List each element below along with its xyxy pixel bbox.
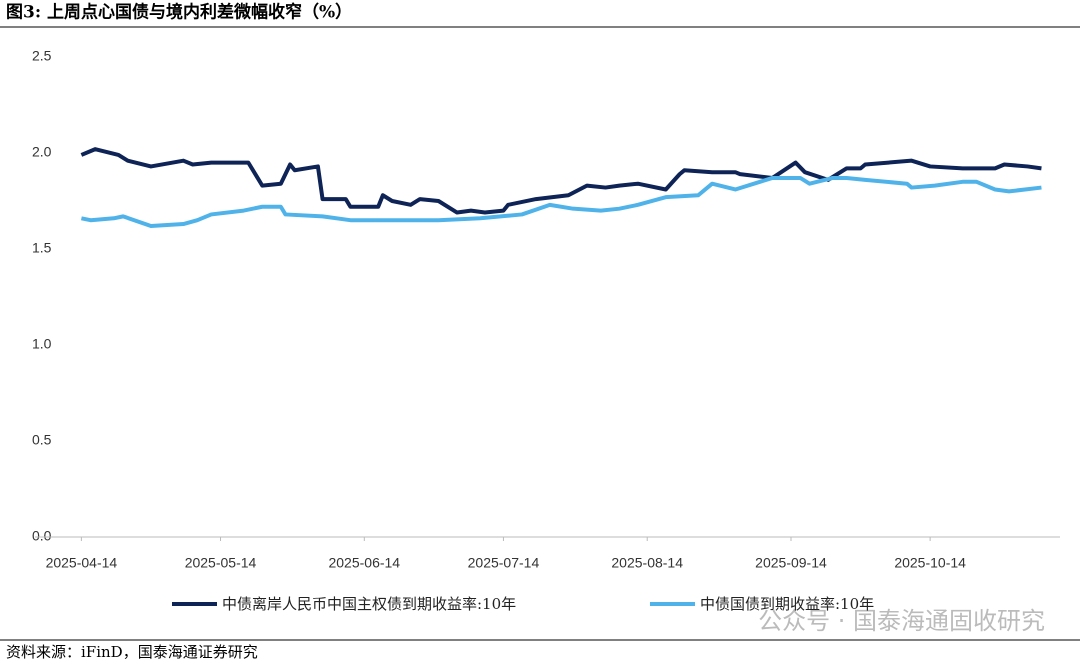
y-tick-label: 0.5 bbox=[32, 432, 52, 448]
x-tick-label: 2025-05-14 bbox=[185, 555, 257, 571]
legend-label: 中债离岸人民币中国主权债到期收益率:10年 bbox=[222, 595, 516, 613]
x-tick-label: 2025-09-14 bbox=[755, 555, 827, 571]
series-line bbox=[80, 175, 1042, 228]
x-tick-label: 2025-10-14 bbox=[894, 555, 966, 571]
y-tick-label: 1.0 bbox=[32, 336, 52, 352]
y-tick-label: 1.5 bbox=[32, 240, 52, 256]
legend-label: 中债国债到期收益率:10年 bbox=[700, 595, 874, 613]
source: 资料来源：iFinD，国泰海通证券研究 bbox=[6, 643, 258, 661]
watermark: 公众号 · 国泰海通固收研究 bbox=[758, 607, 1045, 635]
x-tick-label: 2025-07-14 bbox=[468, 555, 540, 571]
y-tick-label: 0.0 bbox=[32, 528, 52, 544]
x-tick-label: 2025-08-14 bbox=[611, 555, 683, 571]
x-tick-label: 2025-04-14 bbox=[46, 555, 118, 571]
series-line bbox=[80, 147, 1042, 215]
x-tick-label: 2025-06-14 bbox=[328, 555, 400, 571]
y-tick-label: 2.5 bbox=[32, 48, 52, 64]
chart-title: 图3: 上周点心国债与境内利差微幅收窄（%） bbox=[6, 2, 352, 23]
y-tick-label: 2.0 bbox=[32, 144, 52, 160]
